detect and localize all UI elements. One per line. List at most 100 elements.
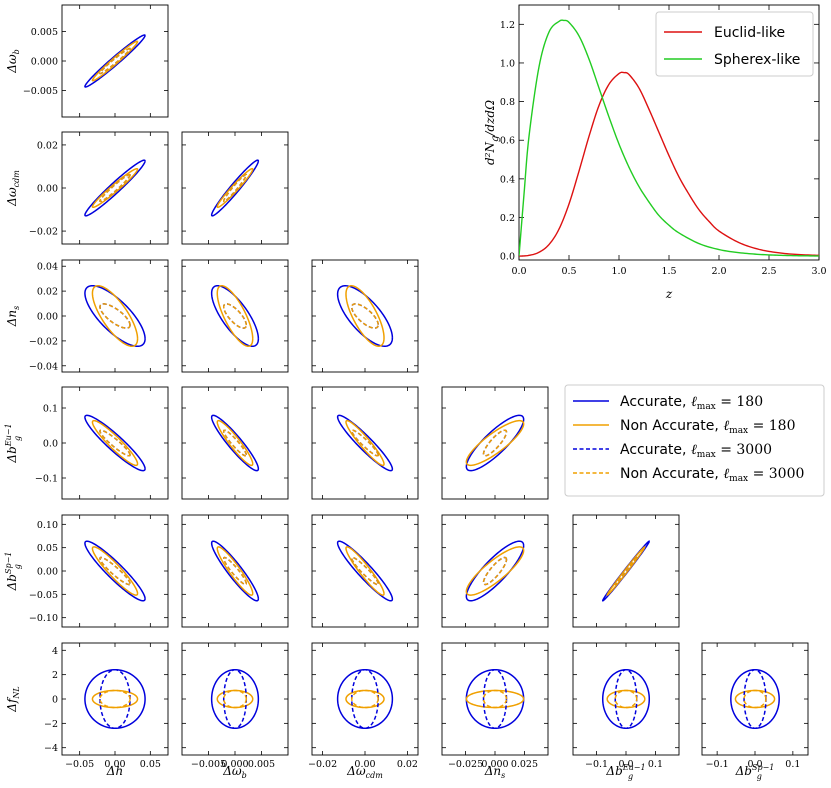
panel-frame bbox=[61, 642, 169, 756]
ellipse-non-accurate-lmax-180 bbox=[91, 689, 139, 709]
corner-xlabel-5: ΔbSp−1 g bbox=[735, 763, 775, 781]
panel-frame bbox=[181, 514, 289, 628]
ellipse-accurate-lmax-180 bbox=[84, 34, 146, 88]
nz-legend-frame bbox=[655, 11, 814, 77]
ellipse-non-accurate-lmax-3000 bbox=[351, 429, 379, 457]
axis-label-sub: g bbox=[757, 772, 762, 781]
axis-label-sub: s bbox=[12, 306, 21, 310]
legend-frame bbox=[564, 384, 825, 497]
corner-panel-1-0: −0.02 0.00 0.02 bbox=[29, 131, 169, 245]
panel-frame bbox=[311, 259, 419, 373]
nz-x-tick-label: 2.5 bbox=[761, 266, 776, 277]
panel-frame bbox=[311, 642, 419, 756]
panel-frame bbox=[181, 386, 289, 500]
corner-panel-3-3 bbox=[441, 386, 549, 500]
legend-label: Accurate, ℓmax = 180 bbox=[620, 394, 763, 412]
ellipse-non-accurate-lmax-3000 bbox=[222, 303, 248, 329]
axis-label-sub: s bbox=[501, 771, 505, 780]
axis-label-sub: b bbox=[12, 49, 21, 54]
y-tick-label: −4 bbox=[44, 743, 58, 754]
panel-frame bbox=[441, 386, 549, 500]
axis-label-sup: Sp−1 bbox=[4, 552, 13, 574]
ellipse-non-accurate-lmax-180 bbox=[91, 419, 139, 467]
corner-panel-4-4 bbox=[572, 514, 680, 628]
legend-ell-value: = 3000 bbox=[748, 466, 804, 482]
nz-plot: 0.0 0.5 1.0 1.5 2.0 2.5 3.0 0.0 0.2 0.4 0.6 0.8 1.0 1… bbox=[483, 4, 827, 301]
ellipse-non-accurate-lmax-3000 bbox=[743, 689, 767, 709]
ellipse-non-accurate-lmax-3000 bbox=[99, 303, 131, 329]
axis-label-base: Δf bbox=[5, 696, 19, 713]
ellipse-non-accurate-lmax-3000 bbox=[99, 173, 131, 203]
y-tick-label: 0.005 bbox=[31, 27, 58, 38]
ellipse-accurate-lmax-180 bbox=[210, 414, 260, 472]
nz-y-tick-label: 0.0 bbox=[500, 252, 515, 263]
ellipse-non-accurate-lmax-3000 bbox=[482, 689, 508, 709]
axis-label-base: Δω bbox=[5, 54, 19, 74]
corner-panel-4-2 bbox=[311, 514, 419, 628]
x-tick-label: −0.02 bbox=[308, 759, 337, 770]
ellipse-non-accurate-lmax-3000 bbox=[614, 556, 638, 586]
legend-label: Non Accurate, ℓmax = 180 bbox=[620, 418, 796, 436]
y-tick-label: −0.02 bbox=[29, 336, 58, 347]
ellipse-accurate-lmax-180 bbox=[84, 669, 146, 729]
corner-panel-3-0: −0.1 0.0 0.1 bbox=[35, 386, 169, 500]
legend-text: Non Accurate, bbox=[620, 466, 723, 482]
ellipse-accurate-lmax-180 bbox=[730, 669, 780, 729]
panel-frame bbox=[61, 4, 169, 118]
ellipse-non-accurate-lmax-3000 bbox=[482, 556, 508, 586]
panel-frame bbox=[441, 514, 549, 628]
nz-series-euclid bbox=[519, 71, 819, 257]
panel-frame bbox=[181, 131, 289, 245]
ellipse-non-accurate-lmax-3000 bbox=[222, 556, 248, 586]
ellipse-non-accurate-lmax-180 bbox=[216, 546, 254, 596]
axis-label-sub: g bbox=[628, 772, 633, 781]
ellipse-non-accurate-lmax-180 bbox=[216, 419, 254, 467]
nz-legend: Euclid-like Spherex-like bbox=[655, 11, 814, 77]
panel-frame bbox=[181, 259, 289, 373]
panel-frame bbox=[61, 259, 169, 373]
ellipse-non-accurate-lmax-180 bbox=[91, 284, 139, 348]
corner-ylabel-1: Δωcdm bbox=[5, 170, 21, 207]
corner-panel-5-5: −0.1 0.0 0.1 bbox=[701, 642, 809, 770]
axis-label-base: Δω bbox=[346, 764, 366, 778]
ellipse-accurate-lmax-180 bbox=[336, 669, 394, 729]
ellipse-non-accurate-lmax-3000 bbox=[99, 556, 131, 586]
ellipse-accurate-lmax-3000 bbox=[99, 669, 131, 729]
nz-x-tick-label: 0.0 bbox=[511, 266, 526, 277]
x-tick-label: −0.1 bbox=[706, 759, 729, 770]
corner-xlabel-1: Δωb bbox=[222, 764, 247, 780]
panel-frame bbox=[61, 131, 169, 245]
ellipse-non-accurate-lmax-180 bbox=[91, 546, 139, 596]
x-tick-label: 0.00 bbox=[354, 759, 375, 770]
ellipse-non-accurate-lmax-180 bbox=[606, 689, 646, 709]
nz-legend-label: Spherex-like bbox=[714, 52, 800, 68]
legend-ell: ℓ bbox=[691, 442, 697, 458]
axis-label-base: Δb bbox=[5, 446, 19, 463]
axis-label-sup: Eu−1 bbox=[4, 423, 13, 447]
x-tick-label: 0.00 bbox=[104, 759, 125, 770]
ellipse-accurate-lmax-3000 bbox=[482, 669, 508, 729]
ellipse-accurate-lmax-180 bbox=[210, 669, 260, 729]
nz-legend-label: Euclid-like bbox=[714, 25, 785, 41]
x-tick-label: 0.0 bbox=[747, 759, 762, 770]
y-tick-label: −0.02 bbox=[29, 227, 58, 238]
y-tick-label: 0 bbox=[52, 695, 58, 706]
ellipse-non-accurate-lmax-180 bbox=[465, 689, 525, 709]
x-tick-label: 0.05 bbox=[140, 759, 161, 770]
corner-xlabel-4: ΔbEu−1 g bbox=[605, 763, 645, 781]
y-tick-label: 4 bbox=[52, 646, 58, 657]
legend-ell-sub: max bbox=[729, 426, 748, 436]
ellipse-non-accurate-lmax-3000 bbox=[222, 689, 248, 709]
nz-x-tick-label: 0.5 bbox=[561, 266, 576, 277]
corner-ylabel-5: ΔfNL bbox=[5, 686, 21, 712]
ellipse-non-accurate-lmax-180 bbox=[216, 167, 254, 209]
y-tick-label: 0.000 bbox=[31, 57, 58, 68]
y-tick-label: −0.10 bbox=[29, 613, 58, 624]
ellipse-non-accurate-lmax-3000 bbox=[222, 429, 248, 457]
axis-label-base: Δω bbox=[222, 764, 242, 778]
corner-panel-5-4: −0.1 0.0 0.1 bbox=[572, 642, 680, 770]
legend-text: Accurate, bbox=[620, 442, 691, 458]
panel-frame bbox=[572, 642, 680, 756]
nz-ylabel-sub: g bbox=[490, 136, 501, 142]
